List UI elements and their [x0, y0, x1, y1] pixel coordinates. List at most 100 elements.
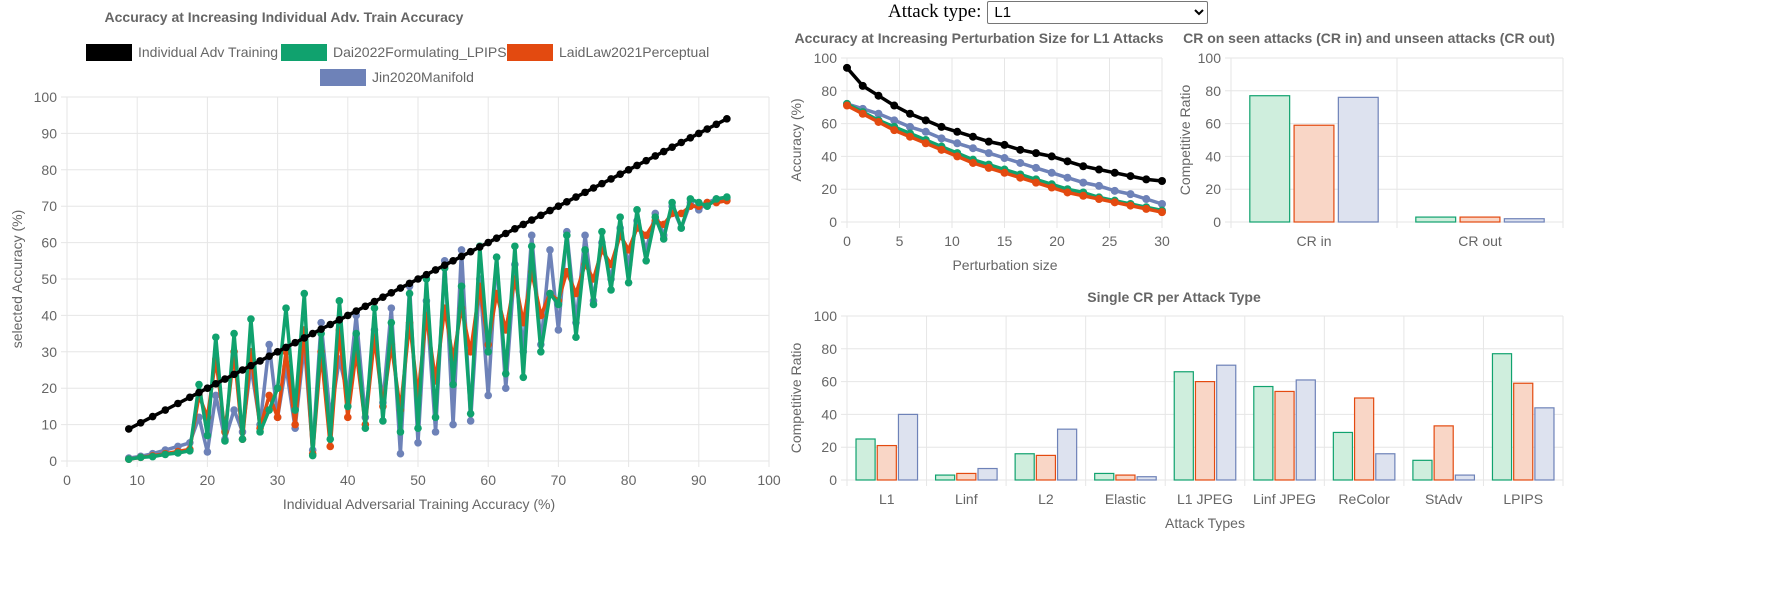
data-point	[984, 149, 993, 158]
y-tick-label: 60	[821, 374, 837, 390]
data-point	[370, 297, 379, 306]
data-point	[212, 380, 220, 388]
data-point	[405, 289, 414, 298]
data-point	[906, 109, 914, 118]
y-tick-label: 80	[821, 341, 837, 357]
data-point	[352, 307, 361, 315]
data-point	[953, 127, 962, 136]
data-point	[396, 284, 405, 292]
y-tick-label: 100	[814, 50, 838, 66]
data-point	[1142, 175, 1151, 184]
bar	[977, 467, 998, 481]
data-point	[511, 224, 519, 233]
data-point	[581, 188, 589, 197]
data-point	[906, 122, 914, 131]
x-tick-label: Elastic	[1105, 491, 1146, 507]
x-tick-label: Linf JPEG	[1253, 491, 1316, 507]
x-tick-label: 10	[129, 472, 145, 488]
data-point	[466, 417, 475, 425]
data-point	[890, 126, 899, 135]
data-point	[221, 375, 229, 383]
y-tick-label: 80	[821, 83, 837, 99]
data-point	[519, 373, 528, 382]
data-point	[633, 206, 641, 214]
y-tick-label: 60	[821, 116, 837, 132]
data-point	[449, 257, 457, 265]
data-point	[651, 152, 660, 160]
data-point	[607, 175, 615, 183]
legend-label: Dai2022Formulating_LPIPS	[333, 44, 507, 60]
data-point	[581, 231, 589, 240]
data-point	[501, 229, 510, 238]
data-point	[256, 428, 264, 436]
x-tick-label: 0	[63, 472, 71, 488]
x-tick-label: 80	[621, 472, 637, 488]
data-point	[843, 63, 851, 72]
y-axis-title-perturb: Accuracy (%)	[788, 98, 804, 181]
data-point	[326, 320, 335, 329]
data-point	[598, 179, 606, 188]
y-tick-label: 80	[41, 162, 57, 178]
data-point	[572, 333, 580, 342]
y-tick-label: 10	[41, 417, 57, 433]
attack-type-select[interactable]: L1	[987, 0, 1209, 24]
data-point	[703, 125, 712, 133]
bar	[1293, 124, 1335, 223]
data-point	[1016, 145, 1025, 154]
data-point	[265, 406, 273, 414]
data-point	[712, 195, 721, 203]
data-point	[1110, 186, 1119, 195]
x-tick-label: 5	[896, 233, 904, 249]
data-point	[563, 231, 571, 240]
data-point	[361, 302, 370, 311]
y-tick-label: 20	[821, 181, 837, 197]
data-point	[221, 437, 229, 445]
data-point	[589, 184, 598, 192]
bar	[1459, 216, 1501, 223]
data-point	[659, 147, 668, 156]
data-point	[475, 243, 484, 251]
data-point	[703, 202, 712, 210]
y-tick-label: 0	[829, 472, 837, 488]
y-tick-label: 50	[41, 271, 57, 287]
x-tick-label: 30	[270, 472, 286, 488]
bar	[1094, 472, 1115, 481]
chart-title-cr: CR on seen attacks (CR in) and unseen at…	[1183, 30, 1555, 46]
data-point	[953, 152, 962, 161]
data-point	[457, 282, 466, 291]
data-point	[291, 406, 299, 414]
data-point	[677, 224, 686, 232]
y-tick-label: 90	[41, 125, 57, 141]
data-point	[344, 311, 352, 320]
x-tick-label: LPIPS	[1503, 491, 1543, 507]
data-point	[414, 275, 422, 283]
data-point	[668, 198, 676, 207]
y-tick-label: 0	[1213, 214, 1221, 230]
x-tick-label: 100	[757, 472, 781, 488]
data-point	[843, 101, 851, 110]
data-point	[659, 235, 668, 243]
chart-title-main: Accuracy at Increasing Individual Adv. T…	[105, 9, 464, 25]
data-point	[1000, 168, 1009, 177]
data-point	[1047, 168, 1056, 177]
series-LaidLaw2021Perceptual	[843, 101, 1166, 217]
bar	[1274, 390, 1295, 481]
data-point	[1032, 163, 1040, 172]
y-tick-label: 30	[41, 344, 57, 360]
y-axis-title-single: Competitive Ratio	[788, 343, 804, 454]
data-point	[148, 412, 157, 421]
data-point	[466, 247, 475, 256]
data-point	[1158, 199, 1166, 208]
data-point	[554, 326, 563, 334]
data-point	[449, 420, 457, 429]
data-point	[953, 139, 962, 148]
data-point	[379, 293, 387, 302]
data-point	[484, 391, 493, 400]
data-point	[186, 393, 194, 402]
data-point	[387, 289, 396, 297]
y-tick-label: 100	[34, 89, 58, 105]
data-point	[969, 158, 977, 167]
data-point	[492, 234, 501, 243]
data-point	[492, 253, 501, 261]
y-tick-label: 20	[821, 439, 837, 455]
